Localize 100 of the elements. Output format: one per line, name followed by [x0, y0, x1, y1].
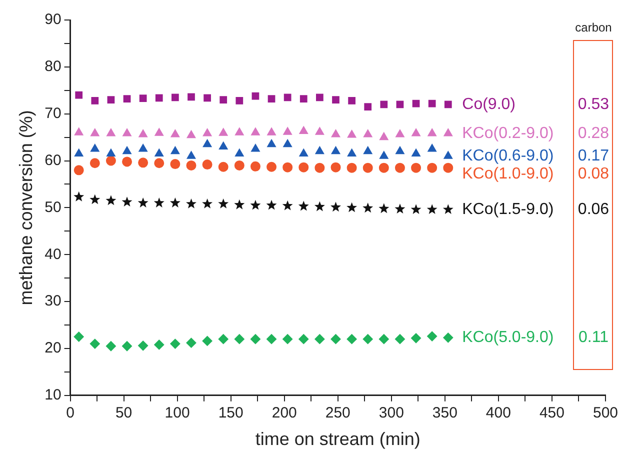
point — [170, 338, 180, 349]
x-tick-label: 150 — [218, 404, 244, 422]
annotation: carbon — [575, 20, 612, 34]
x-tick-label: 350 — [432, 404, 458, 422]
annotation: 0.17 — [578, 147, 610, 164]
point — [314, 201, 325, 212]
point — [106, 128, 116, 136]
point — [74, 165, 84, 176]
point — [380, 151, 388, 159]
point — [138, 198, 148, 208]
point — [218, 142, 228, 150]
point — [427, 331, 438, 342]
point — [202, 198, 213, 208]
point — [154, 158, 164, 168]
point — [362, 162, 373, 173]
point — [266, 334, 277, 344]
point — [331, 146, 340, 154]
y-tick-label: 80 — [44, 58, 62, 76]
point — [186, 198, 196, 208]
annotation: 0.53 — [578, 96, 610, 113]
x-tick-label: 500 — [592, 404, 618, 422]
annotation: 0.06 — [578, 200, 610, 218]
point — [299, 148, 308, 156]
point — [314, 162, 325, 173]
series-label: KCo(1.5-9.0) — [462, 200, 554, 218]
point — [266, 162, 277, 172]
point — [75, 91, 83, 99]
annotation: 0.28 — [578, 124, 610, 142]
point — [347, 148, 356, 156]
point — [298, 200, 309, 211]
point — [122, 156, 132, 167]
point — [362, 202, 374, 213]
point — [154, 340, 164, 350]
point — [74, 148, 84, 156]
point — [380, 100, 388, 108]
point — [90, 158, 100, 168]
point — [314, 334, 325, 344]
x-tick-label: 250 — [325, 404, 350, 422]
y-tick-label: 60 — [44, 152, 62, 169]
point — [172, 94, 179, 102]
point — [444, 151, 453, 159]
point — [139, 94, 147, 102]
point — [236, 97, 244, 104]
series-label: KCo(0.2-9.0) — [462, 124, 554, 142]
point — [411, 333, 422, 344]
point — [428, 100, 436, 108]
y-tick-label: 90 — [44, 11, 62, 28]
y-axis-title: methane conversion (%) — [16, 110, 36, 306]
point — [427, 162, 438, 173]
point — [202, 160, 212, 170]
point — [378, 203, 390, 214]
point — [380, 132, 388, 140]
point — [443, 332, 454, 343]
point — [234, 199, 245, 210]
point — [235, 148, 244, 156]
point — [378, 162, 389, 173]
point — [252, 92, 260, 100]
point — [394, 334, 405, 344]
point — [250, 161, 260, 172]
point — [170, 129, 180, 138]
point — [396, 146, 404, 154]
y-tick-label: 10 — [44, 386, 62, 404]
point — [154, 148, 164, 156]
point — [91, 97, 99, 104]
point — [282, 334, 293, 344]
point — [315, 146, 324, 154]
point — [74, 191, 84, 202]
point — [170, 146, 180, 154]
point — [348, 97, 356, 104]
y-tick-label: 50 — [44, 198, 62, 216]
point — [123, 95, 131, 103]
point — [218, 198, 229, 208]
point — [186, 151, 196, 159]
point — [90, 194, 100, 204]
point — [90, 338, 100, 349]
point — [218, 128, 228, 136]
point — [284, 94, 292, 102]
point — [394, 162, 405, 173]
point — [218, 334, 228, 344]
point — [155, 94, 163, 102]
point — [154, 128, 164, 136]
point — [106, 341, 116, 352]
point — [202, 128, 212, 136]
x-tick-label: 100 — [164, 404, 190, 422]
point — [363, 129, 372, 138]
point — [188, 93, 195, 101]
point — [282, 200, 293, 210]
y-tick-label: 40 — [44, 246, 62, 263]
point — [106, 148, 116, 156]
point — [220, 96, 228, 104]
annotation: 0.11 — [578, 329, 609, 346]
point — [330, 334, 341, 344]
point — [106, 195, 116, 206]
point — [426, 204, 438, 214]
point — [202, 336, 212, 346]
point — [122, 196, 132, 207]
point — [186, 130, 196, 138]
point — [411, 162, 422, 173]
point — [363, 146, 372, 154]
point — [299, 126, 308, 134]
